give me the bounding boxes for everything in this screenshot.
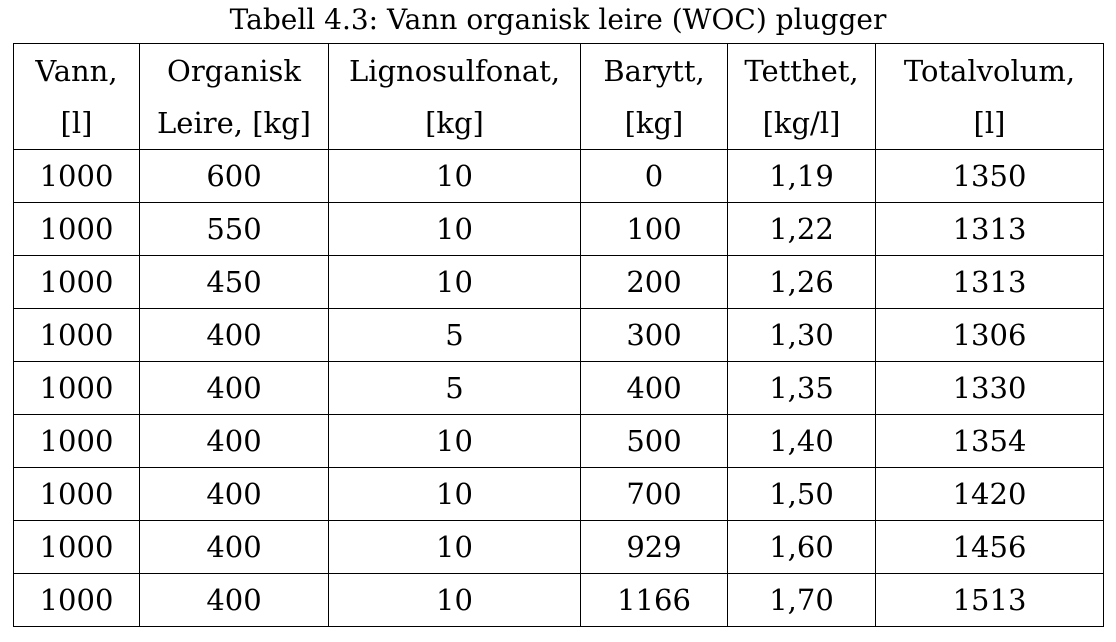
table-row: 1000 600 10 0 1,19 1350 [13,149,1104,203]
header-tetthet-unit: [kg/l] [762,105,841,140]
woc-plug-table: Vann, [l] Organisk Leire, [kg] Lignosulf… [13,43,1104,627]
header-totalvolum-unit: [l] [973,105,1006,140]
header-row: Vann, [l] Organisk Leire, [kg] Lignosulf… [13,43,1104,150]
table-row: 1000 400 5 400 1,35 1330 [13,361,1104,415]
cell-lignosulfonat: 10 [328,467,581,521]
header-vann-label: Vann, [35,53,118,88]
header-barytt-label: Barytt, [603,53,705,88]
cell-lignosulfonat: 10 [328,255,581,309]
cell-lignosulfonat: 5 [328,361,581,415]
header-barytt: Barytt, [kg] [580,43,728,150]
cell-totalvolum: 1350 [875,149,1104,203]
cell-tetthet: 1,40 [727,414,876,468]
cell-organisk-leire: 400 [139,414,329,468]
cell-totalvolum: 1306 [875,308,1104,362]
table-row: 1000 400 10 1166 1,70 1513 [13,573,1104,627]
cell-organisk-leire: 400 [139,361,329,415]
cell-tetthet: 1,60 [727,520,876,574]
cell-organisk-leire: 600 [139,149,329,203]
cell-barytt: 400 [580,361,728,415]
cell-vann: 1000 [13,414,140,468]
cell-barytt: 300 [580,308,728,362]
cell-vann: 1000 [13,361,140,415]
cell-lignosulfonat: 10 [328,414,581,468]
cell-organisk-leire: 400 [139,308,329,362]
header-totalvolum-label: Totalvolum, [903,53,1076,88]
cell-organisk-leire: 400 [139,520,329,574]
cell-barytt: 200 [580,255,728,309]
header-lignosulfonat-unit: [kg] [425,105,484,140]
cell-tetthet: 1,35 [727,361,876,415]
cell-barytt: 0 [580,149,728,203]
cell-lignosulfonat: 10 [328,520,581,574]
cell-barytt: 700 [580,467,728,521]
cell-lignosulfonat: 10 [328,202,581,256]
cell-totalvolum: 1456 [875,520,1104,574]
cell-organisk-leire: 450 [139,255,329,309]
cell-totalvolum: 1330 [875,361,1104,415]
cell-vann: 1000 [13,149,140,203]
cell-totalvolum: 1420 [875,467,1104,521]
cell-tetthet: 1,19 [727,149,876,203]
cell-organisk-leire: 550 [139,202,329,256]
cell-totalvolum: 1313 [875,202,1104,256]
header-tetthet: Tetthet, [kg/l] [727,43,876,150]
cell-lignosulfonat: 10 [328,149,581,203]
cell-barytt: 100 [580,202,728,256]
cell-organisk-leire: 400 [139,467,329,521]
cell-tetthet: 1,70 [727,573,876,627]
header-tetthet-label: Tetthet, [744,53,859,88]
header-totalvolum: Totalvolum, [l] [875,43,1104,150]
cell-barytt: 929 [580,520,728,574]
cell-totalvolum: 1354 [875,414,1104,468]
cell-tetthet: 1,50 [727,467,876,521]
cell-vann: 1000 [13,202,140,256]
cell-vann: 1000 [13,467,140,521]
header-organisk-leire: Organisk Leire, [kg] [139,43,329,150]
cell-vann: 1000 [13,255,140,309]
table-row: 1000 400 10 500 1,40 1354 [13,414,1104,468]
cell-tetthet: 1,22 [727,202,876,256]
header-organisk-leire-unit: Leire, [kg] [157,105,311,140]
cell-vann: 1000 [13,520,140,574]
cell-barytt: 1166 [580,573,728,627]
table-row: 1000 450 10 200 1,26 1313 [13,255,1104,309]
cell-vann: 1000 [13,573,140,627]
cell-barytt: 500 [580,414,728,468]
cell-tetthet: 1,26 [727,255,876,309]
table-row: 1000 400 5 300 1,30 1306 [13,308,1104,362]
cell-totalvolum: 1313 [875,255,1104,309]
cell-tetthet: 1,30 [727,308,876,362]
table-row: 1000 400 10 929 1,60 1456 [13,520,1104,574]
header-vann-unit: [l] [60,105,93,140]
cell-totalvolum: 1513 [875,573,1104,627]
header-barytt-unit: [kg] [624,105,684,140]
header-lignosulfonat: Lignosulfonat, [kg] [328,43,581,150]
cell-lignosulfonat: 5 [328,308,581,362]
table-row: 1000 400 10 700 1,50 1420 [13,467,1104,521]
cell-organisk-leire: 400 [139,573,329,627]
table-caption: Tabell 4.3: Vann organisk leire (WOC) pl… [229,3,887,36]
header-vann: Vann, [l] [13,43,140,150]
table-row: 1000 550 10 100 1,22 1313 [13,202,1104,256]
header-lignosulfonat-label: Lignosulfonat, [348,53,561,88]
cell-vann: 1000 [13,308,140,362]
cell-lignosulfonat: 10 [328,573,581,627]
header-organisk-leire-label: Organisk [167,53,301,88]
